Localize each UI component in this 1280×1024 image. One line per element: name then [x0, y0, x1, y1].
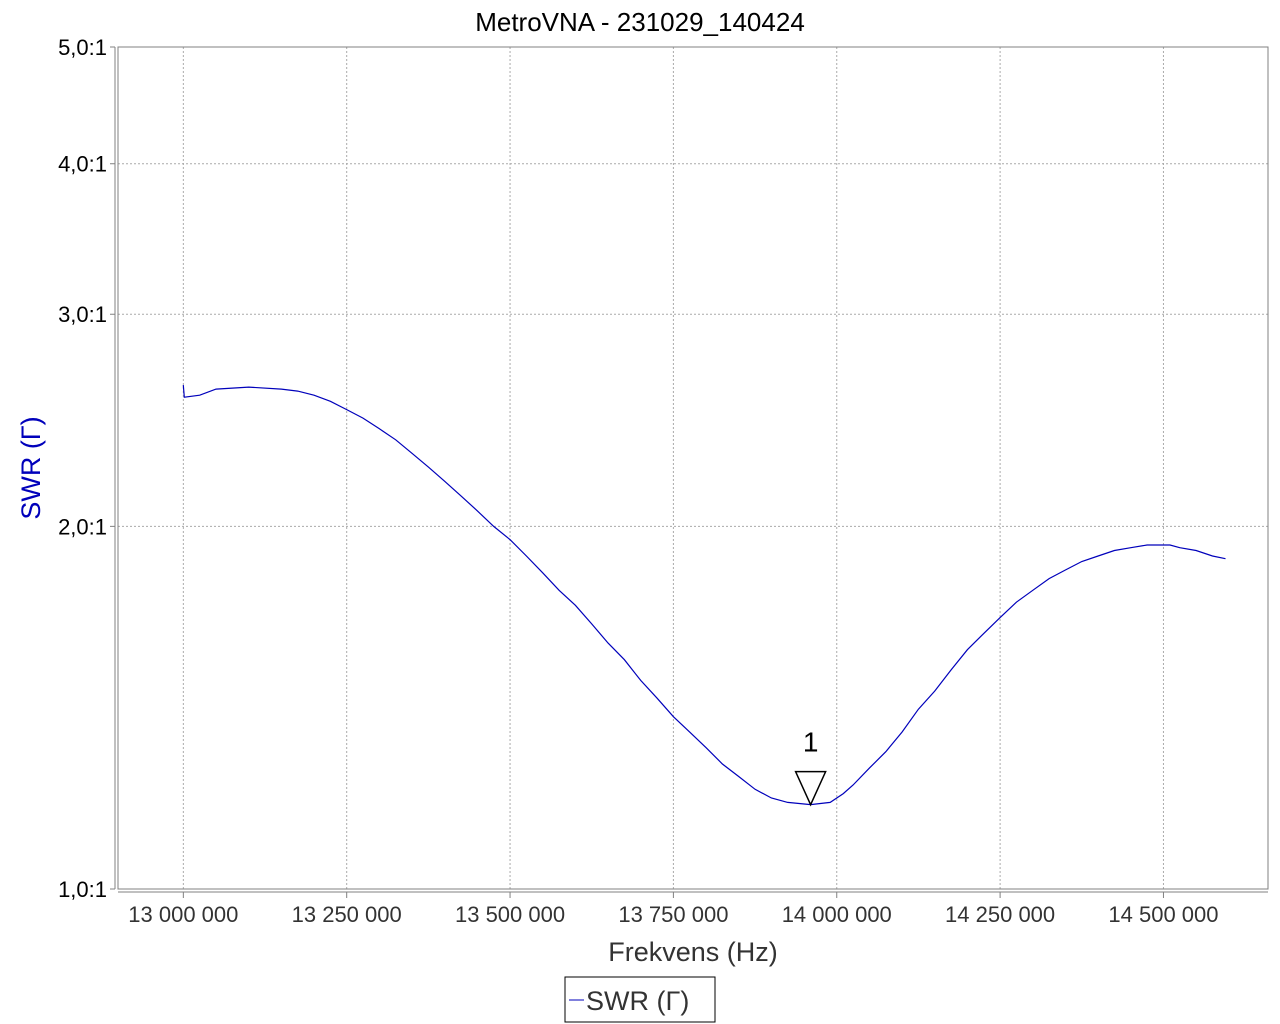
- y-axis: 1,0:1 2,0:1 3,0:1 4,0:1 5,0:1: [58, 35, 116, 902]
- x-tick-label: 13 250 000: [292, 902, 402, 927]
- marker-layer: 1: [794, 727, 827, 807]
- y-tick-label: 2,0:1: [58, 514, 107, 539]
- legend-entry-swr: SWR (Γ): [586, 986, 689, 1016]
- x-tick-label: 14 500 000: [1108, 902, 1218, 927]
- y-axis-label: SWR (Γ): [16, 416, 46, 519]
- legend-box: [564, 976, 716, 1023]
- chart-title: MetroVNA - 231029_140424: [475, 7, 805, 37]
- plot-area-frame: [117, 46, 1269, 890]
- y-tick-label: 5,0:1: [58, 35, 107, 60]
- x-axis-label: Frekvens (Hz): [608, 937, 778, 967]
- y-tick-label: 4,0:1: [58, 152, 107, 177]
- marker-label: 1: [803, 727, 819, 758]
- legend: SWR (Γ): [564, 976, 716, 1023]
- x-axis: 13 000 000 13 250 000 13 500 000 13 750 000…: [118, 891, 1268, 927]
- x-tick-label: 14 000 000: [782, 902, 892, 927]
- grid-lines: [118, 47, 1268, 889]
- series-line-swr: [182, 385, 1226, 806]
- x-tick-label: 13 500 000: [455, 902, 565, 927]
- x-tick-label: 13 750 000: [618, 902, 728, 927]
- marker-triangle: [794, 770, 827, 807]
- y-tick-label: 1,0:1: [58, 877, 107, 902]
- y-tick-label: 3,0:1: [58, 302, 107, 327]
- x-tick-label: 13 000 000: [128, 902, 238, 927]
- series-layer: [182, 385, 1226, 806]
- x-tick-label: 14 250 000: [945, 902, 1055, 927]
